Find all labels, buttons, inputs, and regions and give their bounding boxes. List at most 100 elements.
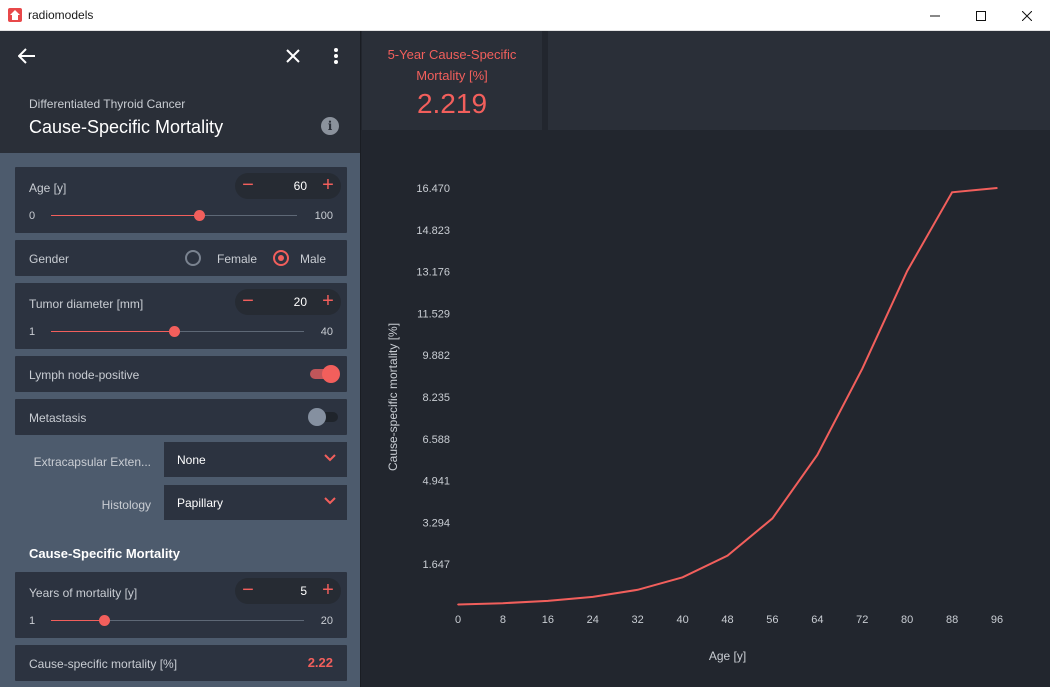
close-window-button[interactable] xyxy=(1004,0,1050,31)
male-radio[interactable] xyxy=(273,250,289,266)
metastasis-toggle-knob xyxy=(308,408,326,426)
arrow-left-icon xyxy=(18,48,35,64)
close-icon xyxy=(286,49,300,63)
x-tick-label: 88 xyxy=(946,614,958,626)
y-tick-label: 3.294 xyxy=(422,517,450,529)
age-slider[interactable] xyxy=(51,210,297,221)
extracapsular-select[interactable]: None xyxy=(164,442,347,477)
x-tick-label: 32 xyxy=(632,614,644,626)
age-value[interactable]: 60 xyxy=(293,179,307,193)
age-decrement-button[interactable]: − xyxy=(242,174,254,196)
lymph-node-label: Lymph node-positive xyxy=(29,368,140,382)
male-option-label[interactable]: Male xyxy=(300,252,327,266)
age-slider-min: 0 xyxy=(29,210,36,222)
tumor-diameter-slider-min: 1 xyxy=(29,326,36,338)
x-tick-label: 80 xyxy=(901,614,913,626)
tumor-diameter-card: Tumor diameter [mm] − 20 + 1 40 xyxy=(15,283,347,349)
result-card: Cause-specific mortality [%] 2.22 xyxy=(15,645,347,681)
mortality-chart: 1.647 3.294 4.941 6.588 8.235 9.882 11.529 13.1… xyxy=(362,130,1050,687)
data-point xyxy=(771,517,774,520)
tumor-diameter-slider-fill xyxy=(51,331,175,332)
maximize-button[interactable] xyxy=(958,0,1004,31)
years-stepper: − 5 + xyxy=(235,578,341,604)
data-point xyxy=(996,187,998,189)
model-title: Cause-Specific Mortality xyxy=(29,117,224,137)
years-label: Years of mortality [y] xyxy=(29,586,138,600)
x-tick-label: 0 xyxy=(455,614,461,626)
years-slider-fill xyxy=(51,620,105,621)
data-point xyxy=(591,596,594,598)
data-point xyxy=(502,602,504,605)
x-tick-label: 96 xyxy=(991,614,1003,626)
kpi-card: 5-Year Cause-Specific Mortality [%] 2.21… xyxy=(362,31,542,130)
age-increment-button[interactable]: + xyxy=(322,174,334,196)
tumor-diameter-increment-button[interactable]: + xyxy=(322,290,334,312)
tumor-diameter-stepper: − 20 + xyxy=(235,289,341,315)
age-slider-thumb[interactable] xyxy=(193,210,205,221)
tumor-diameter-label: Tumor diameter [mm] xyxy=(29,297,144,311)
extracapsular-label: Extracapsular Exten... xyxy=(33,455,151,469)
y-axis-label: Cause-specific mortality [%] xyxy=(386,323,400,471)
lymph-node-card: Lymph node-positive xyxy=(15,356,347,392)
tumor-diameter-value[interactable]: 20 xyxy=(293,295,307,309)
window-title: radiomodels xyxy=(28,8,94,22)
app-logo-icon xyxy=(8,8,22,22)
age-stepper: − 60 + xyxy=(235,173,341,199)
age-card: Age [y] − 60 + 0 100 xyxy=(15,167,347,233)
lymph-node-toggle[interactable] xyxy=(308,364,340,384)
metastasis-card: Metastasis xyxy=(15,399,347,435)
back-button[interactable] xyxy=(15,44,39,68)
data-point xyxy=(636,588,639,591)
x-tick-label: 64 xyxy=(811,614,823,626)
result-label: Cause-specific mortality [%] xyxy=(29,657,178,671)
female-radio[interactable] xyxy=(185,250,201,266)
age-label: Age [y] xyxy=(29,181,67,195)
years-value[interactable]: 5 xyxy=(300,584,307,598)
kpi-value: 2.219 xyxy=(416,88,488,119)
y-tick-label: 13.176 xyxy=(416,267,450,279)
data-point xyxy=(726,554,729,557)
histology-value: Papillary xyxy=(177,496,224,510)
mortality-curve xyxy=(457,187,998,606)
histology-select[interactable]: Papillary xyxy=(164,485,347,520)
minimize-button[interactable] xyxy=(912,0,958,31)
y-tick-label: 8.235 xyxy=(422,392,450,404)
years-slider[interactable] xyxy=(51,615,304,626)
y-tick-label: 11.529 xyxy=(417,308,450,320)
more-vertical-icon xyxy=(334,48,338,64)
histology-label: Histology xyxy=(101,498,151,512)
reset-button[interactable] xyxy=(281,44,305,68)
more-options-button[interactable] xyxy=(324,44,348,68)
x-tick-label: 16 xyxy=(542,614,554,626)
y-tick-label: 9.882 xyxy=(422,350,450,362)
extracapsular-value: None xyxy=(177,453,206,467)
data-point xyxy=(816,454,819,456)
info-icon[interactable]: i xyxy=(321,117,339,135)
y-tick-label: 14.823 xyxy=(416,225,450,237)
tumor-diameter-decrement-button[interactable]: − xyxy=(242,290,254,312)
data-point xyxy=(951,191,953,194)
data-point xyxy=(906,270,908,272)
years-slider-thumb[interactable] xyxy=(99,615,111,626)
kpi-placeholder xyxy=(548,31,1050,130)
data-point xyxy=(681,576,684,579)
window-titlebar: radiomodels xyxy=(0,0,1050,31)
chevron-down-icon xyxy=(324,497,336,505)
y-tick-label: 4.941 xyxy=(422,476,450,488)
maximize-icon xyxy=(976,10,986,21)
tumor-diameter-slider[interactable] xyxy=(51,326,304,337)
close-icon xyxy=(1022,10,1032,21)
y-tick-label: 1.647 xyxy=(422,559,450,571)
x-tick-label: 24 xyxy=(587,614,599,626)
years-increment-button[interactable]: + xyxy=(322,579,334,601)
age-slider-fill xyxy=(51,215,199,216)
result-value: 2.22 xyxy=(307,655,333,670)
female-option-label[interactable]: Female xyxy=(217,252,258,266)
metastasis-toggle[interactable] xyxy=(308,407,340,427)
tumor-diameter-slider-thumb[interactable] xyxy=(169,326,181,337)
data-point xyxy=(547,600,549,602)
x-tick-label: 72 xyxy=(856,614,868,626)
years-slider-min: 1 xyxy=(29,615,36,627)
x-axis-label: Age [y] xyxy=(709,649,746,663)
years-decrement-button[interactable]: − xyxy=(242,579,254,601)
